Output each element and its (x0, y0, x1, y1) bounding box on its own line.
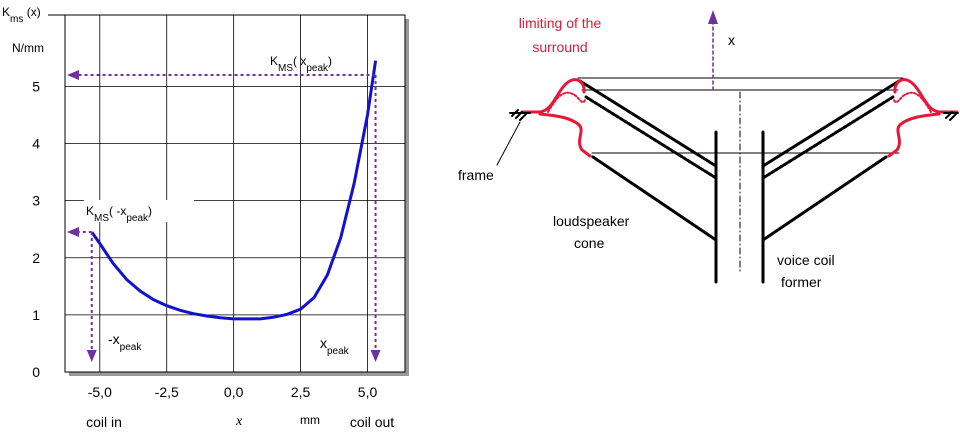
surround-right-lower (887, 112, 941, 158)
label-bg (84, 200, 194, 222)
y-tick-label: 1 (32, 307, 40, 323)
surround-label: limiting of the (519, 15, 602, 31)
curve (90, 60, 378, 321)
cone-right-deflected (761, 95, 895, 180)
peak-axis-label: xpeak (320, 335, 350, 357)
peak-arrow-head (370, 350, 381, 362)
x-label: x (728, 32, 735, 48)
x-unit: mm (300, 413, 320, 427)
frame-hatch-right (943, 111, 959, 121)
y-tick-label: 4 (32, 136, 40, 152)
peak-label-part: MS (278, 63, 293, 74)
peak-axis-label-part: x (320, 335, 327, 351)
x-tick-label: 0,0 (224, 384, 244, 400)
coil-label: voice coil (777, 252, 835, 268)
peak-label-part: K (86, 204, 94, 218)
peak-axis-label-part: peak (120, 342, 143, 353)
peak-arrow-head (67, 227, 79, 238)
y-tick-label: 2 (32, 250, 40, 266)
peak-arrow-head (67, 69, 79, 80)
peak-label-part: ) (328, 54, 332, 68)
peak-label-part: K (270, 54, 278, 68)
x-right-label: coil out (350, 414, 394, 430)
y-tick-label: 0 (32, 364, 40, 380)
peak-label-part: peak (306, 63, 329, 74)
coil-label: former (781, 274, 822, 290)
peak-label: KMS( -xpeak) (86, 204, 152, 224)
frame-label: frame (458, 167, 494, 183)
peak-label-part: peak (126, 213, 149, 224)
y-tick-label: 5 (32, 78, 40, 94)
surround-left-limit (547, 91, 586, 113)
peak-label-part: ( -x (109, 204, 126, 218)
peak-axis-label-part: peak (327, 346, 350, 357)
frame-pointer (496, 121, 521, 166)
y-axis-label-part: K (2, 5, 10, 19)
cone-left-lower (591, 155, 718, 242)
peak-label-part: MS (94, 213, 109, 224)
surround-right-limit (893, 91, 932, 113)
x-left-label: coil in (86, 414, 122, 430)
cone-label: loudspeaker (553, 213, 630, 229)
cone-right (761, 79, 901, 168)
peak-arrow-head (86, 350, 97, 362)
peak-axis-label: -xpeak (108, 331, 142, 353)
x-tick-label: 2,5 (291, 384, 311, 400)
x-arrow-head (708, 10, 718, 24)
cone-right-lower (761, 155, 888, 242)
y-unit: N/mm (12, 41, 44, 55)
x-axis-label: x (235, 414, 243, 429)
surround-left (520, 78, 586, 114)
y-axis-label-part: (x) (23, 5, 40, 19)
peak-label-part: ( x (293, 54, 306, 68)
x-tick-label: -5,0 (88, 384, 112, 400)
cone-left (578, 79, 718, 168)
chart: 0 1 2 3 4 5 -5,0 -2,5 0,0 2,5 5,0 Kms (x) N/mm coil i… (2, 5, 405, 430)
cone-label: cone (574, 235, 605, 251)
surround-label: surround (532, 39, 587, 55)
peak-label: KMS( xpeak) (270, 54, 332, 74)
diagram (496, 10, 959, 284)
peak-label-part: ) (148, 204, 152, 218)
cone-left-deflected (584, 95, 718, 180)
x-tick-label: 5,0 (358, 384, 378, 400)
peak-axis-label-part: -x (108, 331, 120, 347)
y-tick-label: 3 (32, 193, 40, 209)
y-axis-label-part: ms (10, 14, 23, 25)
y-axis-label: Kms (x) (2, 5, 41, 25)
frame-hatch-left (509, 109, 531, 121)
surround-left-lower (538, 112, 592, 158)
x-tick-label: -2,5 (155, 384, 179, 400)
surround-right (893, 78, 959, 114)
